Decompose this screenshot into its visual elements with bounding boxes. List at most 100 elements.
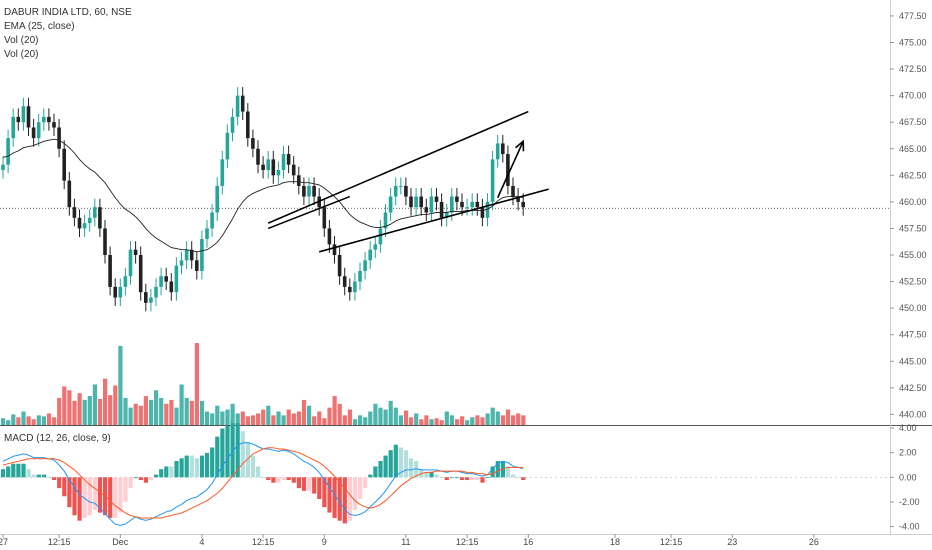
candle-body <box>342 276 347 287</box>
volume-bar <box>358 415 363 425</box>
price-tick-label: 450.00 <box>899 303 927 313</box>
macd-histogram-bar <box>128 477 133 489</box>
volume-bar <box>276 411 281 425</box>
price-tick-label: 455.00 <box>899 250 927 260</box>
candle-body <box>1 164 5 170</box>
macd-histogram-bar <box>403 450 409 478</box>
volume-bar <box>271 415 276 425</box>
macd-histogram-bar <box>92 477 97 510</box>
candle-body <box>225 132 230 160</box>
candle-body <box>327 228 332 245</box>
macd-histogram-bar <box>1 469 6 478</box>
candle-body <box>383 212 388 229</box>
volume-bar <box>256 413 261 425</box>
volume-bar <box>388 400 393 425</box>
macd-histogram-bar <box>352 477 358 510</box>
macd-histogram-bar <box>460 477 465 481</box>
candle-body <box>205 228 209 240</box>
candle-body <box>281 154 286 170</box>
time-axis[interactable]: 27 12:15 Dec 4 12:15 9 11 12:15 16 18 12:15 23 26 <box>0 534 819 547</box>
symbol-title[interactable]: DABUR INDIA LTD, 60, NSE <box>4 7 132 18</box>
candle-body <box>460 201 464 208</box>
volume-bar <box>327 407 332 425</box>
drawing-annotations[interactable] <box>267 110 549 253</box>
macd-histogram-bar <box>210 447 215 478</box>
volume-bar <box>409 417 414 425</box>
macd-tick-label: -4.00 <box>899 522 920 532</box>
volume-bar <box>77 393 82 425</box>
volume-bar <box>322 418 327 425</box>
candle-body <box>133 249 138 255</box>
candle-body <box>358 270 362 282</box>
candle-body <box>215 185 219 213</box>
time-tick-label: 16 <box>523 537 533 547</box>
macd-histogram-bar <box>424 471 429 478</box>
volume-legend-2[interactable]: Vol (20) <box>4 49 39 60</box>
macd-histogram-bar <box>485 477 490 479</box>
macd-histogram-bar <box>26 469 31 478</box>
volume-bar <box>199 400 205 425</box>
macd-tick-label: 2.00 <box>899 448 917 458</box>
volume-bar <box>148 399 154 425</box>
time-tick-label: 12:15 <box>252 537 275 547</box>
macd-histogram-bar <box>31 474 36 478</box>
volume-bar <box>169 399 174 425</box>
candle-body <box>276 170 281 176</box>
trend-line <box>267 110 529 224</box>
macd-histogram-bar <box>373 466 378 478</box>
volume-bar <box>424 415 429 425</box>
time-tick-label: 4 <box>199 537 204 547</box>
price-tick-label: 452.50 <box>899 277 927 287</box>
price-axis[interactable]: 477.50 475.00 472.50 470.00 467.50 465.00 462.… <box>890 11 927 532</box>
volume-bar <box>194 343 199 425</box>
candle-body <box>353 281 357 293</box>
macd-legend[interactable]: MACD (12, 26, close, 9) <box>4 433 111 444</box>
macd-histogram-bar <box>21 463 26 478</box>
macd-histogram-bar <box>271 477 276 483</box>
candle-body <box>363 260 367 271</box>
volume-bar <box>184 397 189 425</box>
candle-body <box>128 249 133 277</box>
macd-histogram-bar <box>301 477 307 491</box>
trend-line <box>267 195 351 230</box>
price-tick-label: 445.00 <box>899 356 927 366</box>
macd-histogram-bar <box>6 466 11 478</box>
macd-histogram-bar <box>52 477 57 481</box>
volume-bar <box>429 419 434 425</box>
candle-body <box>98 207 102 229</box>
volume-bar <box>225 409 230 425</box>
volume-bar <box>261 409 266 425</box>
volume-bar <box>281 415 286 425</box>
candle-body <box>434 196 439 202</box>
candle-body <box>11 116 15 139</box>
volume-bar <box>57 397 62 425</box>
candle-body <box>424 207 429 213</box>
candle-body <box>490 159 495 202</box>
candle-body <box>42 116 46 123</box>
ema-line <box>2 138 524 253</box>
volume-bar <box>460 416 465 425</box>
volume-legend-1[interactable]: Vol (20) <box>4 35 39 46</box>
volume-bar <box>1 418 6 425</box>
candle-body <box>57 127 61 149</box>
macd-histogram-bar <box>113 477 118 518</box>
macd-histogram-bar <box>240 431 245 478</box>
candle-body <box>62 148 66 181</box>
volume-bar <box>347 409 352 425</box>
time-tick-label: Dec <box>112 537 129 547</box>
volume-bar <box>41 416 46 425</box>
candle-body <box>108 255 112 287</box>
macd-histogram-bar <box>154 474 159 478</box>
ema-legend[interactable]: EMA (25, close) <box>4 21 75 32</box>
macd-histogram-bar <box>205 452 210 478</box>
volume-bar <box>16 417 21 425</box>
macd-histogram-bar <box>307 477 312 491</box>
macd-histogram-bar <box>194 458 199 478</box>
candle-body <box>307 185 311 197</box>
volume-bar <box>133 403 138 425</box>
macd-histogram-bar <box>398 447 403 478</box>
price-tick-label: 477.50 <box>899 11 927 21</box>
macd-histogram-bar <box>505 466 511 478</box>
macd-histogram-bar <box>174 461 179 478</box>
